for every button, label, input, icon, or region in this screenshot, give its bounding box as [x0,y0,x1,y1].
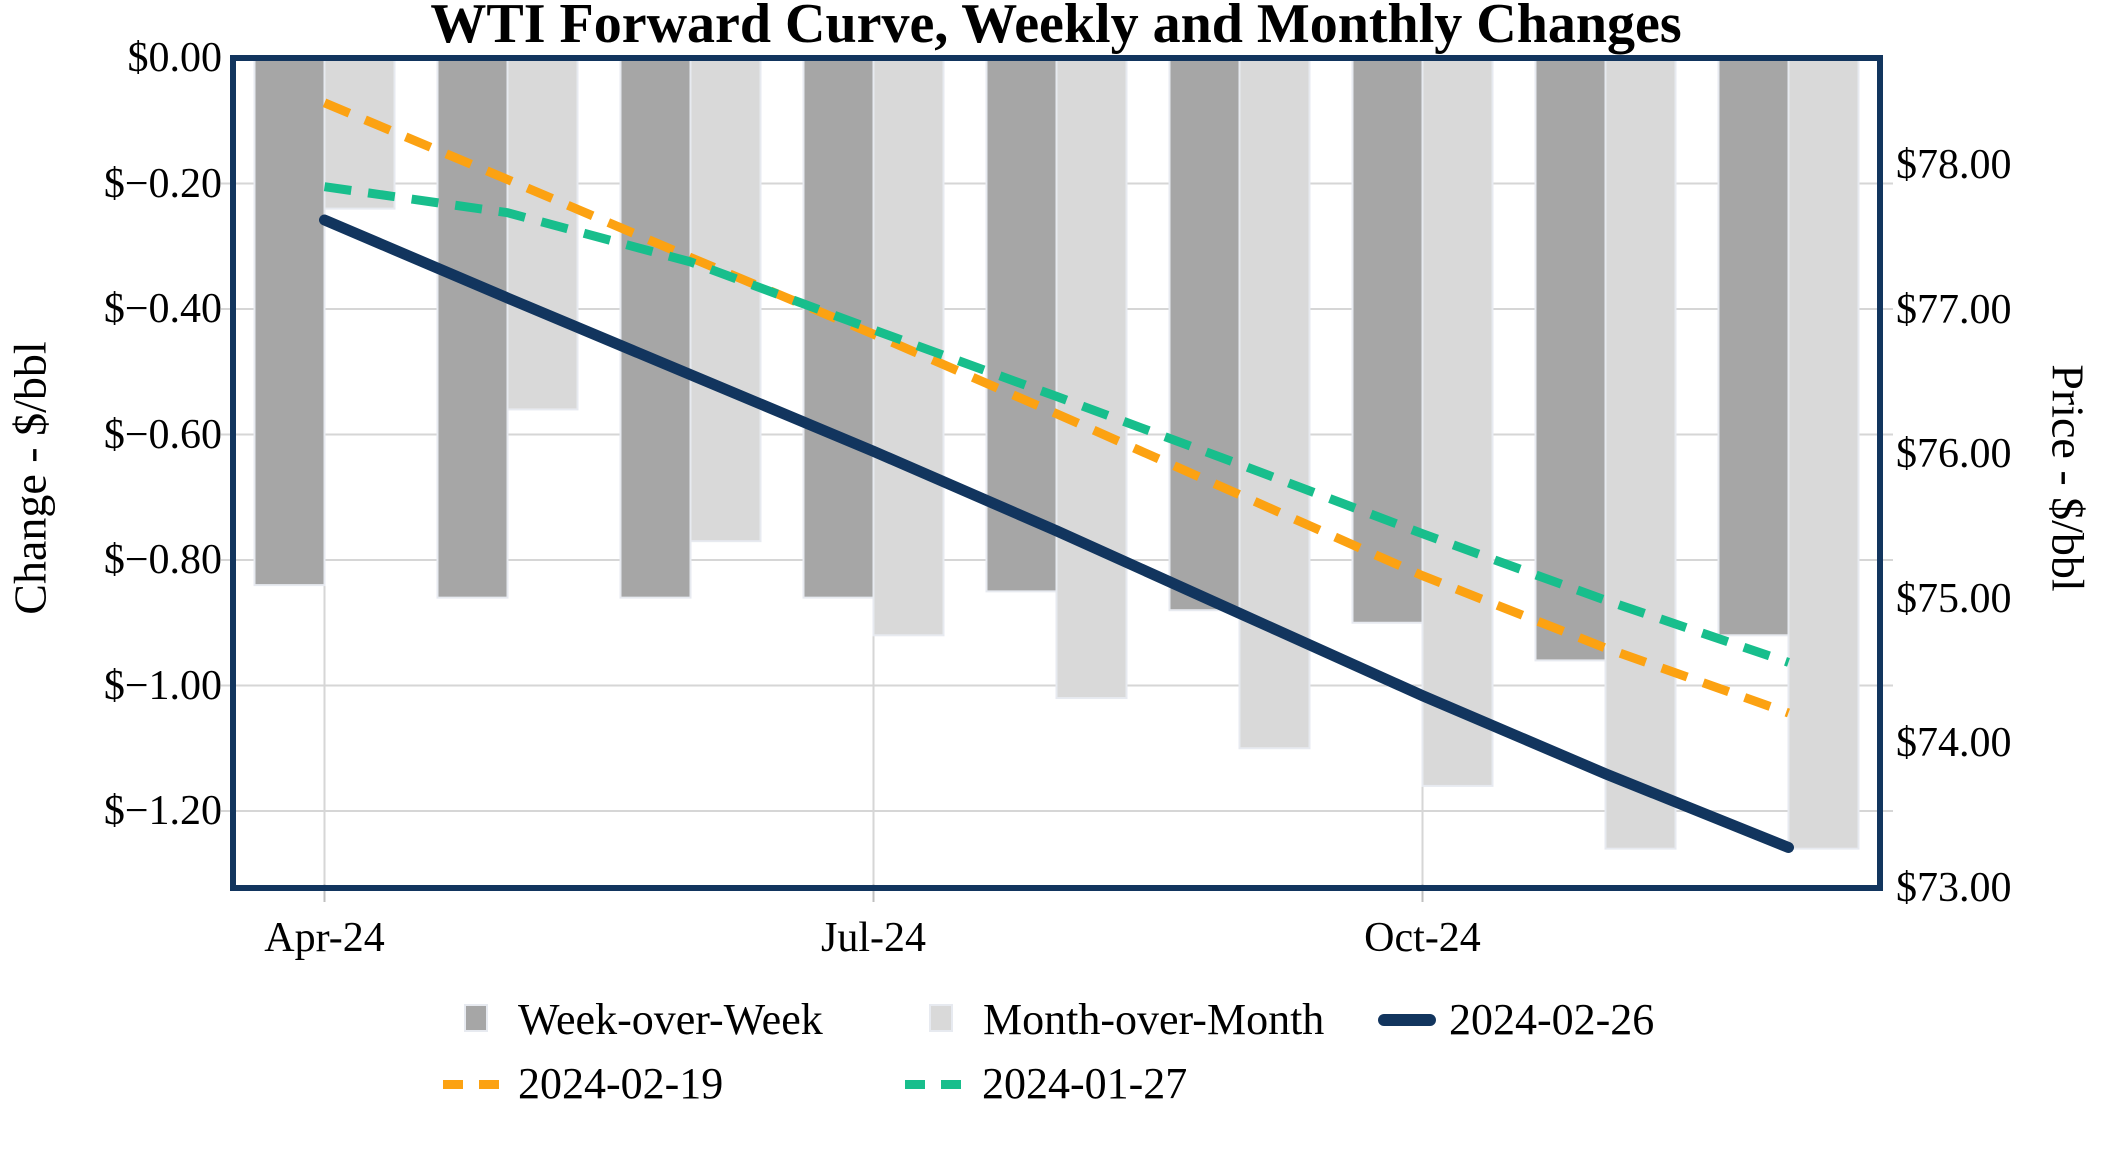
bar-month-over-month [1421,57,1494,787]
left-axis-tick-label: $−1.20 [103,788,222,834]
left-axis-tick-label: $−0.40 [103,286,222,332]
plot-border [230,55,1883,891]
legend-orange-dashed-line-icon [443,1080,501,1089]
bar-week-over-week [436,57,509,599]
line-2024-02-26 [319,214,1794,853]
legend-green-dashed-line-icon [905,1080,963,1089]
right-axis-tick-label: $77.00 [1896,286,2012,333]
bar-week-over-week [1534,57,1607,662]
bar-month-over-month [689,57,762,543]
bar-week-over-week [1351,57,1424,624]
left-axis-tick-label: $−1.00 [103,662,222,709]
bar-month-over-month [1787,57,1860,850]
line-2024-02-19 [322,98,1791,718]
x-axis-tick-label: Jul-24 [821,915,926,961]
legend-solid-line-icon [1378,1014,1436,1026]
legend-month-over-month-swatch-icon [929,1004,953,1032]
legend-month-over-month-label: Month-over-Month [983,995,1325,1044]
bar-month-over-month [506,57,579,411]
legend-2024-02-19-label: 2024-02-19 [518,1059,724,1108]
legend-week-over-week-swatch-icon [464,1004,488,1032]
bar-month-over-month [323,57,396,210]
right-axis-tick-label: $78.00 [1896,142,2012,188]
left-axis-tick-label: $−0.80 [103,537,222,583]
x-axis-tick-label: Apr-24 [264,915,385,961]
bar-week-over-week [619,57,692,599]
bar-month-over-month [1238,57,1311,750]
bar-month-over-month [1055,57,1128,700]
legend-week-over-week-label: Week-over-Week [518,995,823,1044]
right-axis-tick-label: $76.00 [1896,431,2012,478]
right-axis-tick-label: $74.00 [1896,720,2012,767]
bar-week-over-week [253,57,326,587]
legend-2024-01-27-label: 2024-01-27 [982,1059,1188,1108]
right-axis-tick-label: $73.00 [1896,865,2012,911]
left-axis-tick-label: $0.00 [127,35,223,81]
left-axis-tick-label: $−0.20 [103,160,222,207]
bar-week-over-week [1717,57,1790,637]
line-2024-01-27 [323,182,1790,667]
left-axis-tick-label: $−0.60 [103,411,222,458]
legend-2024-02-26-label: 2024-02-26 [1449,995,1655,1044]
x-axis-tick-label: Oct-24 [1364,915,1481,961]
right-axis-tick-label: $75.00 [1896,575,2012,622]
bar-month-over-month [1604,57,1677,850]
chart-title: WTI Forward Curve, Weekly and Monthly Ch… [430,0,1682,55]
bar-week-over-week [1168,57,1241,612]
